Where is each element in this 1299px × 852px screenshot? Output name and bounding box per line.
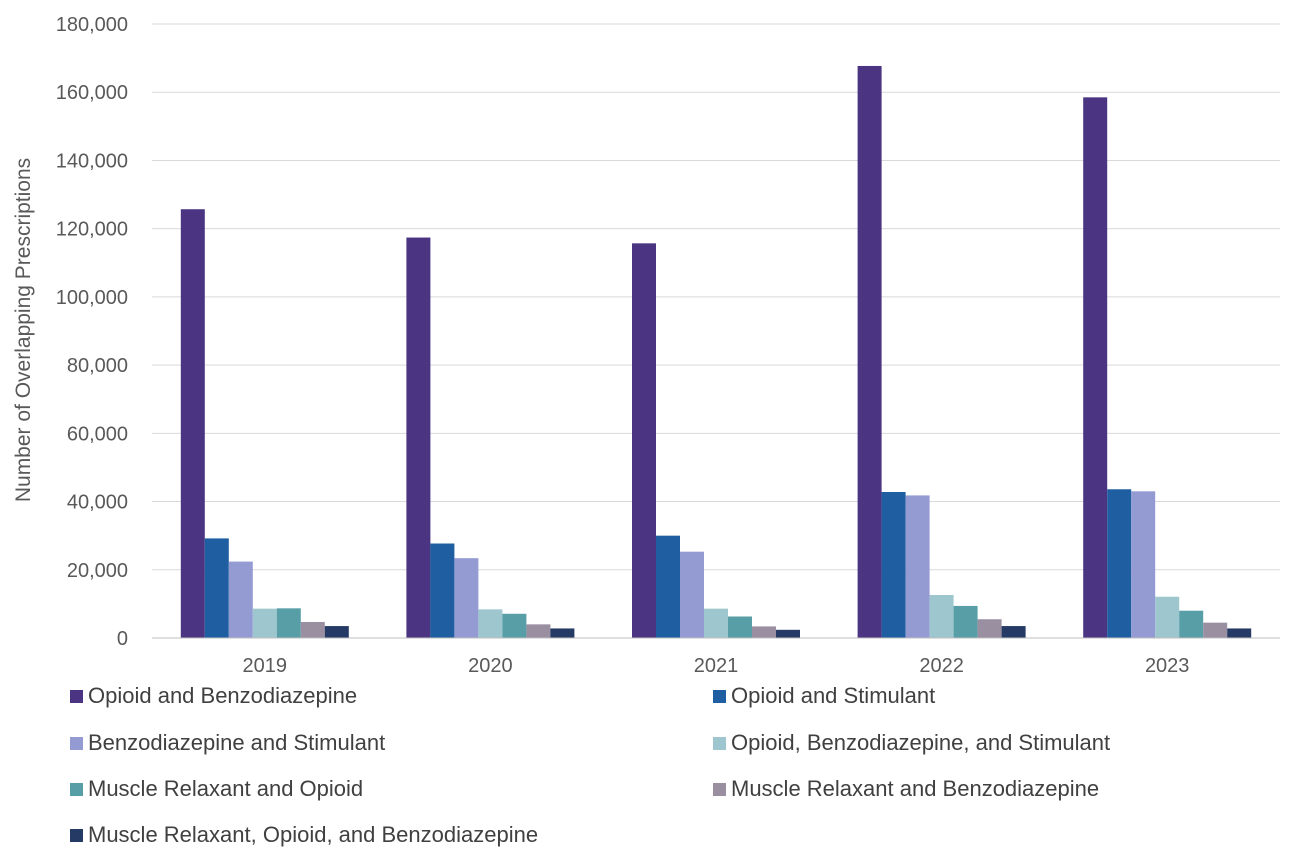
bar — [857, 65, 882, 638]
legend-swatch — [70, 783, 83, 796]
bar — [977, 619, 1002, 638]
y-tick-label: 40,000 — [67, 492, 128, 514]
y-tick-label: 20,000 — [67, 560, 128, 582]
legend-label: Opioid and Benzodiazepine — [88, 683, 357, 708]
bar — [704, 608, 728, 638]
bar — [905, 495, 930, 638]
legend-label: Muscle Relaxant, Opioid, and Benzodiazep… — [88, 822, 538, 847]
bar — [1203, 622, 1228, 638]
legend-swatch — [713, 690, 726, 703]
legend-swatch — [70, 737, 83, 750]
bar — [276, 608, 301, 638]
bar — [430, 543, 455, 638]
bar — [1179, 610, 1204, 638]
y-tick-label: 100,000 — [56, 287, 128, 309]
y-tick-label: 180,000 — [56, 14, 128, 36]
bar — [324, 626, 349, 638]
y-tick-label: 80,000 — [67, 355, 128, 377]
bar — [1227, 628, 1252, 638]
bar — [300, 621, 325, 638]
x-tick-label: 2019 — [243, 655, 288, 677]
bar — [252, 608, 277, 638]
legend-label: Muscle Relaxant and Opioid — [88, 776, 363, 801]
bar — [776, 629, 800, 638]
bar — [1001, 626, 1026, 638]
bar — [478, 609, 503, 638]
x-tick-label: 2023 — [1145, 655, 1190, 677]
legend-swatch — [70, 690, 83, 703]
bar — [881, 492, 906, 638]
legend-swatch — [70, 829, 83, 842]
x-tick-label: 2020 — [468, 655, 513, 677]
bar — [752, 626, 776, 638]
bar — [1131, 491, 1156, 638]
bar — [228, 561, 253, 638]
x-tick-label: 2022 — [919, 655, 964, 677]
y-axis-ticks: 0 20,000 40,000 60,000 80,000 100,000 120,000 1… — [56, 14, 128, 650]
bar — [550, 628, 575, 638]
x-axis-ticks: 2019 2020 2021 2022 2023 — [243, 655, 1190, 677]
y-tick-label: 140,000 — [56, 150, 128, 172]
bar — [632, 243, 656, 638]
bar — [406, 237, 431, 638]
bar — [953, 605, 978, 638]
bar — [454, 558, 479, 638]
bar — [1155, 596, 1180, 638]
gridlines — [152, 23, 1280, 571]
bar — [526, 624, 551, 638]
x-tick-label: 2021 — [694, 655, 739, 677]
legend-label: Muscle Relaxant and Benzodiazepine — [731, 776, 1099, 801]
bar — [929, 595, 954, 638]
bar — [502, 613, 527, 638]
bar — [204, 538, 229, 638]
y-tick-label: 160,000 — [56, 82, 128, 104]
bar — [1083, 97, 1108, 639]
bar — [180, 209, 205, 638]
legend-label: Opioid and Stimulant — [731, 683, 935, 708]
y-axis-label: Number of Overlapping Prescriptions — [12, 158, 35, 502]
bar — [680, 551, 704, 638]
legend-swatch — [713, 737, 726, 750]
bar — [728, 616, 752, 638]
legend: Opioid and Benzodiazepine Opioid and Stim… — [70, 683, 1110, 847]
legend-label: Opioid, Benzodiazepine, and Stimulant — [731, 730, 1110, 755]
legend-swatch — [713, 783, 726, 796]
y-tick-label: 0 — [117, 628, 128, 650]
bar — [656, 535, 680, 638]
bar — [1107, 489, 1132, 638]
y-tick-label: 120,000 — [56, 219, 128, 241]
legend-label: Benzodiazepine and Stimulant — [88, 730, 385, 755]
y-tick-label: 60,000 — [67, 423, 128, 445]
bars — [180, 65, 1252, 639]
